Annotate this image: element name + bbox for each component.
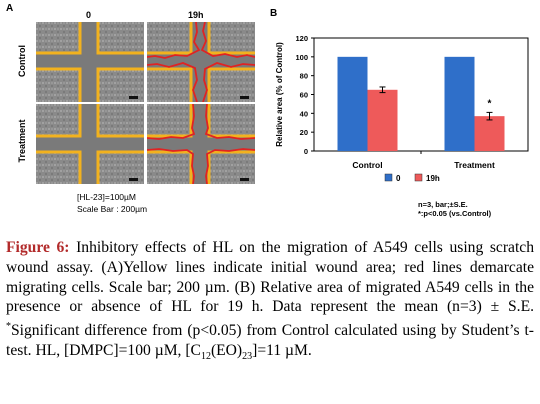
legend-swatch-19h xyxy=(414,173,423,182)
bar-control-0 xyxy=(337,56,368,152)
caption-text-2: Significant difference from (p<0.05) fro… xyxy=(6,322,534,360)
row-label-control: Control xyxy=(17,45,27,77)
bar-treatment-19h xyxy=(474,116,505,151)
row-label-treatment: Treatment xyxy=(17,119,27,163)
chart-footnote-1: n=3, bar;±S.E. xyxy=(418,200,468,209)
caption-text-3: (EO) xyxy=(210,342,243,360)
bar-chart-svg: 0 20 40 60 80 100 120 Relative area (% of Contr… xyxy=(275,34,529,183)
col-label-0: 0 xyxy=(86,10,92,20)
micrograph-control-0h xyxy=(36,22,144,102)
scale-bar xyxy=(240,178,249,181)
caption-text-4: ]=11 µM. xyxy=(252,342,312,360)
significance-marker: * xyxy=(488,98,492,109)
micrograph-control-19h xyxy=(147,22,255,102)
y-tick-label: 0 xyxy=(304,147,308,156)
caption-text-1: Inhibitory effects of HL on the migratio… xyxy=(6,239,534,316)
caption-subscript-2: 23 xyxy=(242,351,253,363)
panel-b-label: B xyxy=(270,8,278,19)
legend-swatch-0 xyxy=(384,173,393,182)
caption-superscript: * xyxy=(6,321,11,333)
caption-subscript-1: 12 xyxy=(200,351,211,363)
y-tick-label: 40 xyxy=(300,109,308,118)
legend-label-19h: 19h xyxy=(426,174,440,183)
scale-bar xyxy=(129,178,138,181)
x-category-label: Treatment xyxy=(454,160,495,170)
col-label-19h: 19h xyxy=(188,10,204,20)
y-tick-label: 100 xyxy=(295,53,308,62)
chart-footnote-2: *:p<0.05 (vs.Control) xyxy=(418,209,492,218)
micrograph-treatment-19h xyxy=(147,104,255,184)
bar-treatment-0 xyxy=(444,56,475,152)
y-tick-label: 60 xyxy=(300,91,308,100)
scale-bar xyxy=(240,96,249,99)
scale-bar xyxy=(129,96,138,99)
scale-bar-note: Scale Bar : 200µm xyxy=(77,204,148,214)
figure-label: Figure 6: xyxy=(6,239,70,256)
legend-label-0: 0 xyxy=(396,174,401,183)
panel-a-label: A xyxy=(6,3,14,14)
y-tick-label: 80 xyxy=(300,72,308,81)
y-tick-label: 20 xyxy=(300,128,308,137)
concentration-note: [HL-23]=100µM xyxy=(77,192,136,202)
x-category-label: Control xyxy=(352,160,382,170)
y-axis-label: Relative area (% of Control) xyxy=(275,42,284,147)
y-tick-label: 120 xyxy=(295,34,308,43)
figure-caption: Figure 6: Inhibitory effects of HL on th… xyxy=(6,238,534,367)
bar-chart: 0 20 40 60 80 100 120 Relative area (% of Contr… xyxy=(270,20,538,210)
micrograph-treatment-0h xyxy=(36,104,144,184)
bar-control-19h xyxy=(367,89,398,151)
